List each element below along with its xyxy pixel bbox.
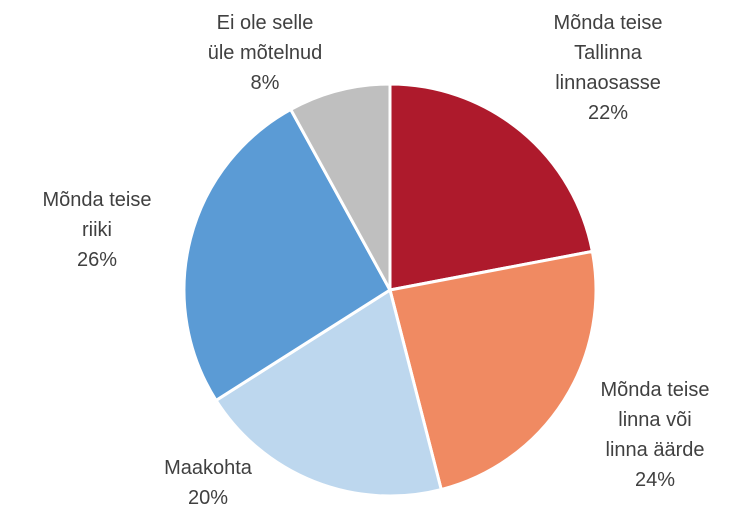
value-label: 24% bbox=[634, 469, 676, 491]
pie-slice bbox=[288, 82, 392, 291]
value-label: 22% bbox=[587, 102, 629, 124]
category-label: Mõnda teise Tallinna linnaosasse bbox=[553, 12, 663, 94]
value-label: 26% bbox=[76, 249, 118, 271]
category-label: Ei ole selle üle mõtelnud bbox=[207, 12, 323, 64]
category-label: Mõnda teise riiki bbox=[42, 189, 152, 241]
slice-label: Mõnda teise Tallinna linnaosasse 22% bbox=[508, 8, 708, 128]
pie-slice bbox=[388, 82, 595, 292]
pie-slice bbox=[182, 107, 392, 403]
value-label: 20% bbox=[187, 487, 229, 509]
slice-label: Maakohta 20% bbox=[108, 453, 308, 512]
pie-slice bbox=[388, 249, 598, 492]
category-label: Maakohta bbox=[164, 457, 252, 479]
slice-label: Mõnda teise riiki 26% bbox=[0, 185, 197, 275]
slice-label: Ei ole selle üle mõtelnud 8% bbox=[165, 8, 365, 98]
value-label: 8% bbox=[250, 72, 280, 94]
category-label: Mõnda teise linna või linna äärde bbox=[600, 379, 710, 461]
slice-label: Mõnda teise linna või linna äärde 24% bbox=[555, 375, 730, 495]
pie-slice bbox=[213, 287, 444, 498]
